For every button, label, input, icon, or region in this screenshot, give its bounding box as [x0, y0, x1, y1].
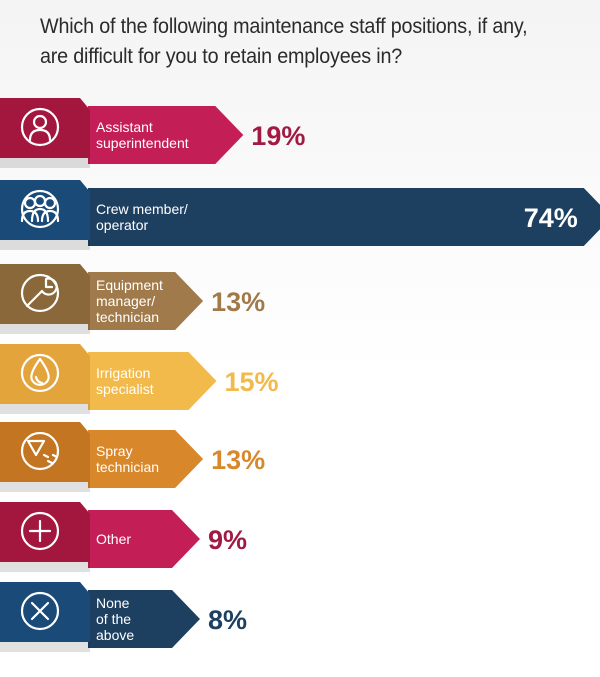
icon-panel — [0, 422, 90, 482]
icon-panel — [0, 344, 90, 404]
value-label: 74% — [524, 203, 578, 233]
category-label: Spray — [96, 443, 133, 459]
category-label: above — [96, 627, 134, 643]
bar — [88, 352, 217, 410]
bar — [88, 510, 200, 568]
value-label: 15% — [225, 367, 279, 397]
value-label: 13% — [211, 287, 265, 317]
person-icon — [20, 107, 60, 147]
value-label: 8% — [208, 605, 247, 635]
category-label: Assistant — [96, 119, 153, 135]
bar — [88, 188, 600, 246]
category-label: manager/ — [96, 293, 155, 309]
category-label: Equipment — [96, 277, 163, 293]
value-label: 19% — [251, 121, 305, 151]
icon-panel — [0, 582, 90, 642]
bar — [88, 430, 204, 488]
category-label: specialist — [96, 381, 154, 397]
bar — [88, 106, 244, 164]
chart-title: Which of the following maintenance staff… — [40, 15, 528, 68]
category-label: of the — [96, 611, 131, 627]
icon-panel — [0, 98, 90, 158]
value-label: 9% — [208, 525, 247, 555]
category-label: superintendent — [96, 135, 189, 151]
spray-nozzle-icon — [20, 431, 60, 471]
category-label: technician — [96, 309, 159, 325]
bar-row: Crew member/operator 74% — [0, 180, 600, 250]
x-circle-icon — [20, 591, 60, 631]
bar — [88, 272, 204, 330]
category-label: operator — [96, 217, 148, 233]
category-label: Irrigation — [96, 365, 150, 381]
category-label: None — [96, 595, 130, 611]
wrench-icon — [20, 273, 60, 313]
category-label: Other — [96, 531, 131, 547]
water-drop-icon — [20, 353, 60, 393]
group-icon — [20, 189, 60, 229]
category-label: technician — [96, 459, 159, 475]
value-label: 13% — [211, 445, 265, 475]
category-label: Crew member/ — [96, 201, 188, 217]
plus-circle-icon — [20, 511, 60, 551]
bar-row: Other 9% — [0, 502, 247, 572]
bar — [88, 590, 200, 648]
